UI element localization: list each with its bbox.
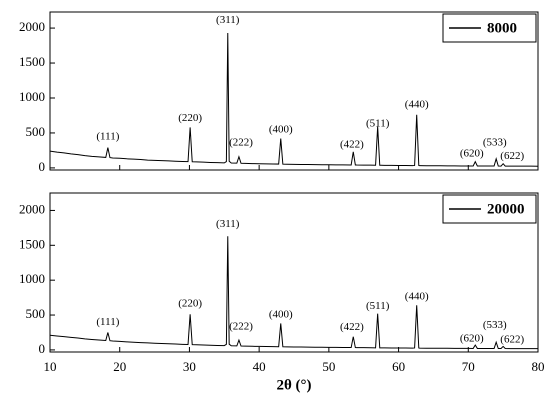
peak-label: (620) [460, 147, 484, 159]
peak-label: (533) [483, 136, 507, 148]
peak-label: (533) [483, 319, 507, 331]
peak-label: (400) [269, 124, 293, 136]
x-tick-label: 10 [44, 359, 57, 374]
plot-frame [49, 192, 539, 353]
x-tick-label: 70 [462, 359, 475, 374]
peak-label: (220) [178, 112, 202, 124]
y-tick-label: 0 [39, 159, 46, 174]
x-axis-label: 2θ (°) [276, 377, 311, 393]
peak-label: (422) [340, 321, 364, 333]
peak-label: (222) [229, 320, 253, 332]
plot-frame [49, 11, 539, 171]
x-tick-label: 40 [253, 359, 266, 374]
peak-label: (620) [460, 332, 484, 344]
peak-label: (311) [216, 14, 240, 26]
peak-label: (222) [229, 136, 253, 148]
peak-label: (311) [216, 218, 240, 230]
legend-label: 8000 [487, 20, 517, 36]
y-tick-label: 2000 [19, 19, 45, 34]
peak-label: (440) [405, 290, 429, 302]
peak-label: (511) [366, 117, 390, 129]
peak-label: (400) [269, 309, 293, 321]
x-tick-label: 50 [322, 359, 335, 374]
y-tick-label: 2000 [19, 201, 45, 216]
y-tick-label: 0 [39, 341, 46, 356]
data-line [49, 32, 539, 167]
peak-label: (422) [340, 138, 364, 150]
x-tick-label: 60 [392, 359, 405, 374]
peak-label: (111) [96, 131, 119, 143]
y-tick-label: 1500 [19, 54, 45, 69]
x-tick-label: 80 [532, 359, 545, 374]
y-tick-label: 500 [26, 306, 46, 321]
x-tick-label: 30 [183, 359, 196, 374]
y-tick-label: 500 [26, 124, 46, 139]
legend-label: 20000 [487, 201, 525, 217]
peak-label: (622) [500, 334, 524, 346]
data-line [49, 236, 538, 350]
peak-label: (622) [500, 150, 524, 162]
legend-box [442, 194, 537, 224]
peak-label: (440) [405, 99, 429, 111]
y-tick-label: 1000 [19, 89, 45, 104]
peak-label: (511) [366, 300, 390, 312]
peak-label: (111) [96, 316, 119, 328]
y-tick-label: 1500 [19, 236, 45, 251]
peak-label: (220) [178, 297, 202, 309]
y-tick-label: 1000 [19, 271, 45, 286]
x-tick-label: 20 [113, 359, 126, 374]
